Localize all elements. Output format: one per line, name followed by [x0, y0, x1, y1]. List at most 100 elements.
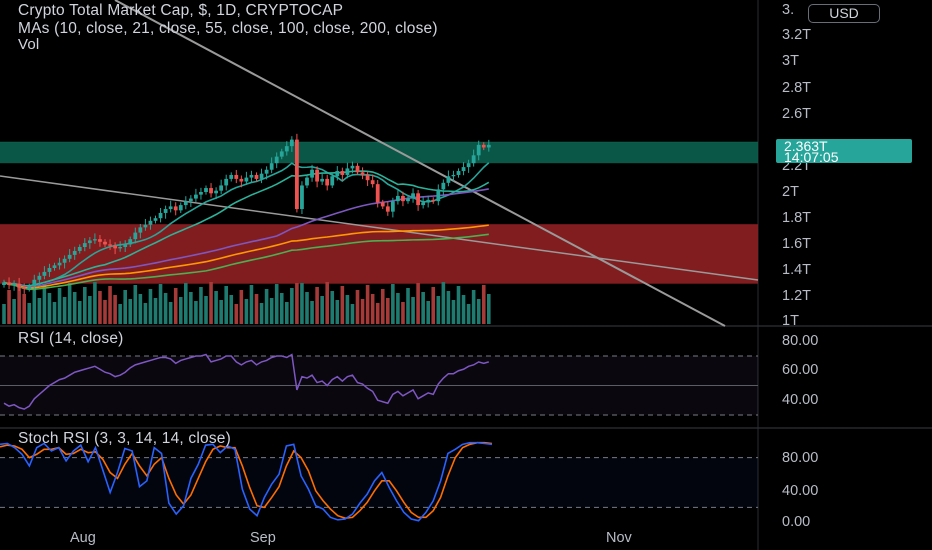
volume-bar: [32, 289, 37, 324]
last-price-tag[interactable]: 2.363T 14:07:05: [776, 139, 912, 165]
volume-bar: [108, 286, 112, 324]
candle-body: [22, 287, 27, 289]
candle-body: [133, 232, 138, 240]
stoch-k-line: [0, 441, 493, 522]
currency-selector-button[interactable]: USD: [808, 4, 880, 23]
candle-body: [264, 169, 269, 174]
volume-bar: [441, 282, 446, 324]
candle-body: [32, 279, 37, 287]
volume-bar: [57, 288, 62, 324]
volume-bar: [184, 283, 188, 324]
candle-body: [350, 165, 355, 169]
chart-title[interactable]: Crypto Total Market Cap, $, 1D, CRYPTOCA…: [18, 2, 344, 19]
volume-bar: [153, 298, 158, 324]
candles-layer: [2, 133, 491, 294]
candle-body: [52, 265, 57, 268]
volume-bar: [466, 304, 471, 324]
candle-body: [178, 205, 183, 211]
candle-body: [224, 178, 229, 186]
rsi-line: [3, 353, 490, 410]
candle-body: [390, 201, 395, 212]
volume-bar: [93, 282, 97, 324]
volume-bar: [365, 285, 370, 324]
volume-bar: [2, 304, 6, 324]
candle-body: [204, 188, 208, 192]
volume-bar: [285, 302, 289, 324]
volume-bar: [163, 293, 168, 324]
candle-body: [441, 182, 446, 190]
candle-body: [411, 193, 415, 199]
volume-bar: [300, 283, 304, 324]
candle-body: [365, 174, 370, 181]
candle-body: [421, 202, 426, 206]
volume-bar: [47, 293, 52, 324]
price-label-top: 3.: [782, 2, 795, 18]
volume-bar: [199, 287, 203, 324]
price-label: 1T: [782, 313, 799, 329]
trendlines-layer[interactable]: [0, 0, 759, 327]
volume-bar: [350, 304, 355, 324]
volume-bar: [118, 304, 122, 324]
rsi-legend[interactable]: RSI (14, close): [18, 330, 124, 347]
volume-bar: [249, 285, 254, 324]
candle-body: [239, 178, 244, 182]
volume-bar: [264, 289, 269, 324]
candle-body: [47, 267, 52, 272]
candle-body: [194, 194, 198, 199]
candle-body: [360, 172, 365, 175]
price-label: 1.6T: [782, 236, 812, 252]
candle-body: [355, 165, 360, 173]
volume-bar: [456, 286, 461, 324]
volume-bar: [370, 294, 375, 324]
volume-bar: [476, 299, 481, 324]
volume-bar: [380, 289, 385, 324]
demand-zone: [0, 224, 758, 284]
price-label: 1.8T: [782, 210, 812, 226]
volume-bar: [355, 290, 360, 324]
volume-bar: [416, 283, 420, 324]
candle-body: [325, 178, 330, 186]
volume-bar: [401, 302, 405, 324]
candle-body: [128, 239, 133, 245]
candle-body: [269, 163, 274, 170]
time-label: Sep: [250, 530, 276, 546]
volume-bar: [194, 301, 198, 324]
volume-bar: [254, 294, 259, 324]
volume-bar: [295, 283, 299, 324]
stoch-rsi-legend[interactable]: Stoch RSI (3, 3, 14, 14, close): [18, 430, 231, 447]
candle-body: [113, 245, 117, 249]
volume-bar: [138, 294, 143, 324]
candle-body: [163, 209, 168, 213]
candle-body: [123, 244, 128, 248]
candle-body: [436, 189, 441, 202]
volume-legend[interactable]: Vol: [18, 36, 40, 53]
ma-21-line: [3, 170, 490, 287]
candle-body: [471, 155, 476, 164]
candle-countdown: 14:07:05: [784, 149, 839, 165]
volume-bar: [386, 298, 390, 324]
candle-body: [315, 169, 319, 182]
volume-bar: [143, 303, 148, 324]
candle-body: [335, 171, 340, 177]
ma-legend[interactable]: MAs (10, close, 21, close, 55, close, 10…: [18, 20, 438, 37]
volume-bar: [269, 298, 274, 324]
volume-bar: [244, 299, 249, 324]
volume-bar: [88, 296, 92, 324]
time-label: Nov: [606, 530, 632, 546]
volume-bar: [189, 292, 193, 324]
volume-bar: [305, 292, 309, 324]
stoch-band-fill: [0, 457, 758, 508]
candle-body: [234, 174, 239, 179]
ma-200-line: [3, 233, 489, 291]
candle-body: [87, 240, 92, 244]
volume-bar: [158, 284, 163, 324]
volume-bar: [224, 286, 228, 324]
candle-body: [305, 177, 309, 186]
candle-body: [416, 193, 420, 206]
volume-bar: [396, 293, 400, 324]
volume-bar: [315, 287, 319, 324]
candle-body: [108, 244, 112, 246]
candle-body: [57, 262, 62, 266]
ma-100-line: [3, 224, 489, 289]
